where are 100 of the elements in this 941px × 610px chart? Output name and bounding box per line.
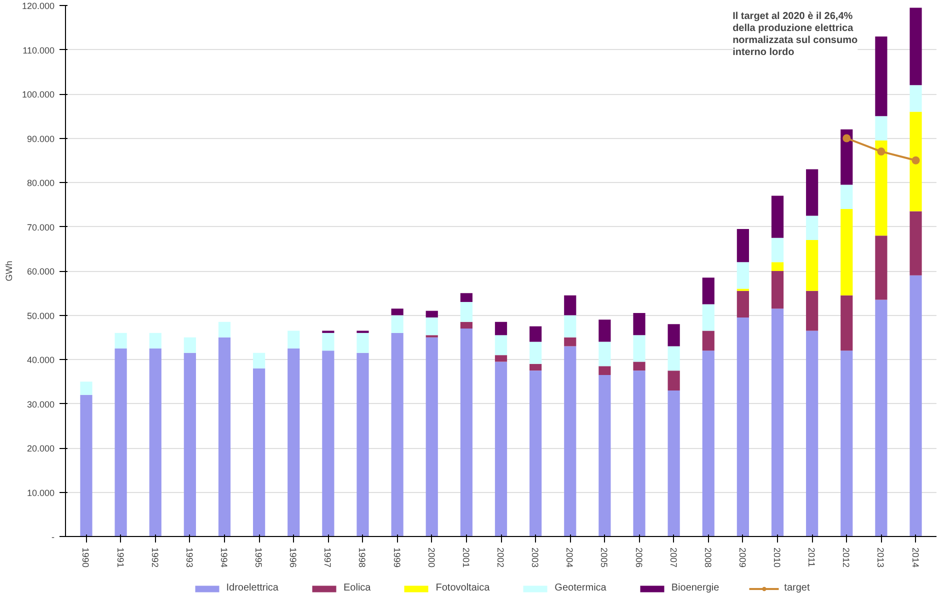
y-tick-label: 110.000 [22, 45, 55, 56]
bar [633, 313, 646, 336]
bar [771, 262, 784, 271]
bar [218, 337, 231, 536]
bar [149, 332, 162, 348]
bar [460, 293, 472, 302]
bar [910, 8, 922, 86]
bar [356, 332, 369, 353]
bar [391, 308, 404, 316]
bar [218, 322, 231, 338]
bar [530, 326, 542, 342]
bar [875, 36, 888, 116]
x-tick-label: 2008 [702, 548, 713, 568]
bar [564, 337, 576, 346]
x-tick-label: 2003 [530, 548, 540, 568]
bar [702, 278, 714, 304]
bar [460, 328, 472, 536]
bar [114, 348, 127, 536]
bar [494, 355, 508, 362]
bar [668, 324, 680, 346]
point [912, 156, 920, 164]
x-tick-label: 2006 [634, 548, 644, 568]
bar [806, 216, 818, 240]
bar [771, 271, 784, 309]
bar [149, 348, 162, 536]
bar [426, 310, 438, 318]
x-tick-label: 1994 [218, 548, 229, 568]
bar [736, 290, 749, 318]
y-tick-label: 80.000 [26, 178, 55, 188]
x-tick-label: 2013 [876, 548, 886, 568]
bar [598, 374, 611, 536]
y-tick-label: 10.000 [26, 488, 55, 498]
y-axis-title: GWh [4, 260, 14, 282]
x-tick-label: 1990 [80, 548, 91, 568]
bar [840, 209, 853, 296]
x-tick-label: 2012 [841, 548, 852, 568]
x-tick-label: 1998 [357, 548, 368, 568]
bar [668, 390, 680, 536]
bar [806, 330, 818, 536]
bar [564, 295, 576, 316]
bar [114, 332, 127, 348]
y-tick-label: 50.000 [26, 310, 55, 321]
point [877, 148, 886, 156]
y-tick-label: 100.000 [22, 90, 55, 100]
bar [806, 240, 818, 291]
y-tick-label: 70.000 [26, 222, 55, 232]
y-tick-label: 120.000 [22, 1, 55, 11]
bar [910, 211, 922, 276]
legend-label: Fotovoltaica [436, 582, 490, 594]
bar [840, 350, 853, 536]
legend-label: Bioenergie [671, 582, 720, 594]
x-tick-label: 1996 [288, 548, 298, 568]
annotation: Il target al 2020 è il 26,4% della produzione elettrica normalizzata sul consumo interno lordo [732, 10, 858, 58]
bar [184, 352, 196, 536]
bar [564, 346, 576, 536]
bar [564, 315, 576, 338]
bar [668, 370, 680, 390]
bar [530, 364, 542, 371]
bar [322, 350, 334, 536]
bar [702, 304, 714, 331]
y-tick-label: 40.000 [26, 355, 55, 365]
bar [322, 332, 334, 351]
y-tick-label: - [52, 532, 55, 542]
x-tick-label: 1999 [392, 548, 402, 568]
x-tick-label: 2005 [599, 548, 610, 568]
x-tick-label: 2009 [737, 548, 748, 568]
bar [530, 370, 542, 536]
x-tick-label: 2010 [772, 548, 782, 568]
y-tick-label: 20.000 [26, 444, 55, 454]
bar [633, 335, 646, 362]
bar [875, 236, 888, 300]
bar [80, 382, 92, 395]
legend-label: Geotermica [554, 582, 606, 594]
bar [598, 342, 611, 366]
bar [426, 337, 438, 536]
legend-label: Eolica [344, 582, 371, 594]
bar [668, 346, 680, 371]
x-tick-label: 2014 [910, 548, 920, 568]
bar [391, 315, 404, 333]
bar [494, 335, 508, 356]
x-tick-label: 2007 [668, 548, 678, 568]
bar [702, 350, 714, 536]
x-tick-label: 2004 [564, 548, 575, 568]
bar [910, 112, 922, 212]
bar [598, 366, 611, 375]
x-tick-label: 2002 [496, 548, 506, 568]
bar [494, 362, 508, 536]
x-tick-label: 1997 [322, 548, 333, 568]
x-tick-label: 2000 [426, 548, 436, 568]
bar [598, 320, 611, 342]
y-tick-label: 60.000 [26, 266, 55, 276]
y-tick-label: 30.000 [26, 399, 55, 410]
legend-label: target [784, 582, 810, 594]
bar [426, 317, 438, 336]
bar [288, 348, 300, 536]
x-tick-label: 1995 [254, 548, 264, 568]
x-tick-label: 2011 [806, 548, 817, 567]
bar [840, 184, 853, 210]
bar [736, 317, 749, 536]
bar [875, 140, 888, 236]
